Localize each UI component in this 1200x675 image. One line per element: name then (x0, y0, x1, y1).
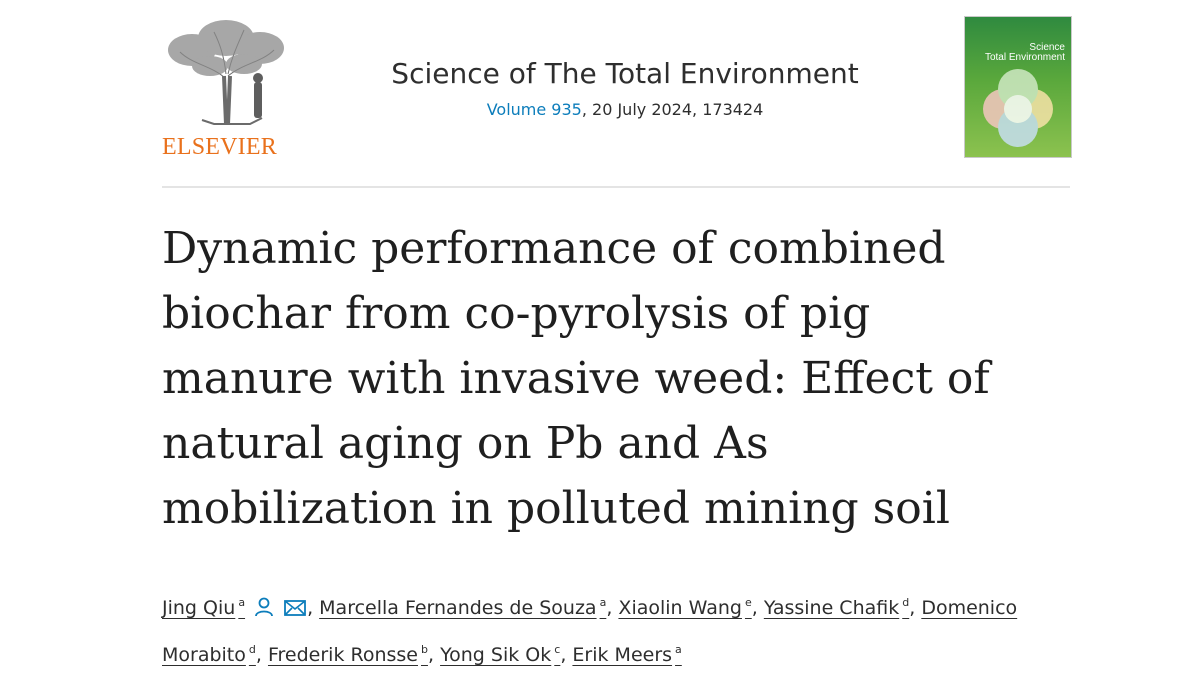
author-separator: , (751, 597, 764, 619)
publisher-wordmark: ELSEVIER (162, 134, 277, 160)
affiliation-marker: e (744, 596, 752, 609)
cover-title: Science Total Environment (985, 43, 1065, 63)
journal-name[interactable]: Science of The Total Environment (391, 57, 859, 90)
tree-emblem-icon (168, 20, 284, 125)
article-title-line: natural aging on Pb and As (162, 418, 769, 469)
article-title-line: mobilization in polluted mining soil (162, 483, 950, 534)
affiliation-marker: a (675, 643, 682, 656)
journal-header: Science of The Total Environment Volume … (300, 54, 950, 119)
author-separator: , (427, 644, 441, 666)
author-link[interactable]: Marcella Fernandes de Souza a (319, 596, 607, 619)
affiliation-marker: a (599, 596, 607, 609)
publisher-logo[interactable]: ELSEVIER (162, 16, 290, 161)
cover-title-line1: Science (1029, 42, 1065, 53)
article-title-line: biochar from co-pyrolysis of pig (162, 288, 871, 339)
person-icon[interactable] (253, 593, 275, 631)
author-name: Yassine Chafik (763, 597, 900, 619)
article-title: Dynamic performance of combined biochar f… (162, 216, 1062, 541)
author-link[interactable]: Frederik Ronsse b (267, 643, 428, 666)
author-list: Jing Qiu a, Marcella Fernandes de Souza a,… (162, 584, 1072, 674)
author-link[interactable]: Erik Meers a (572, 643, 682, 666)
volume-link[interactable]: Volume 935 (486, 100, 582, 119)
issue-line: Volume 935, 20 July 2024, 173424 (300, 100, 950, 119)
author-link[interactable]: Jing Qiu a (162, 596, 246, 619)
author-link[interactable]: Yong Sik Ok c (440, 643, 561, 666)
author-name: Erik Meers (572, 644, 673, 666)
author-link[interactable]: Xiaolin Wang e (618, 596, 752, 619)
author-name: Xiaolin Wang (618, 597, 742, 619)
author-name: Yong Sik Ok (440, 644, 552, 666)
author-name: Frederik Ronsse (267, 644, 418, 666)
author-name: Jing Qiu (162, 597, 236, 619)
author-separator: , (606, 597, 619, 619)
header-divider (162, 186, 1070, 188)
affiliation-marker: d (902, 596, 910, 609)
envelope-icon[interactable] (283, 593, 307, 631)
article-title-line: Dynamic performance of combined (162, 223, 946, 274)
cover-artwork-icon (983, 69, 1053, 147)
affiliation-marker: d (248, 643, 256, 656)
author-separator: , (909, 597, 922, 619)
author-name: Marcella Fernandes de Souza (319, 597, 597, 619)
cover-title-line2: Total Environment (984, 52, 1065, 63)
journal-cover-image[interactable]: Science Total Environment (964, 16, 1072, 158)
author-link[interactable]: Yassine Chafik d (763, 596, 910, 619)
author-separator: , (307, 597, 320, 619)
issue-details: , 20 July 2024, 173424 (581, 100, 764, 119)
author-link[interactable]: Domenico Morabito d (162, 597, 1017, 666)
author-separator: , (560, 644, 573, 666)
affiliation-marker: a (238, 596, 246, 609)
author-separator: , (255, 644, 268, 666)
affiliation-marker: b (420, 643, 428, 656)
author-name: Domenico Morabito (162, 597, 1018, 666)
article-title-line: manure with invasive weed: Effect of (162, 353, 990, 404)
affiliation-marker: c (554, 643, 561, 656)
